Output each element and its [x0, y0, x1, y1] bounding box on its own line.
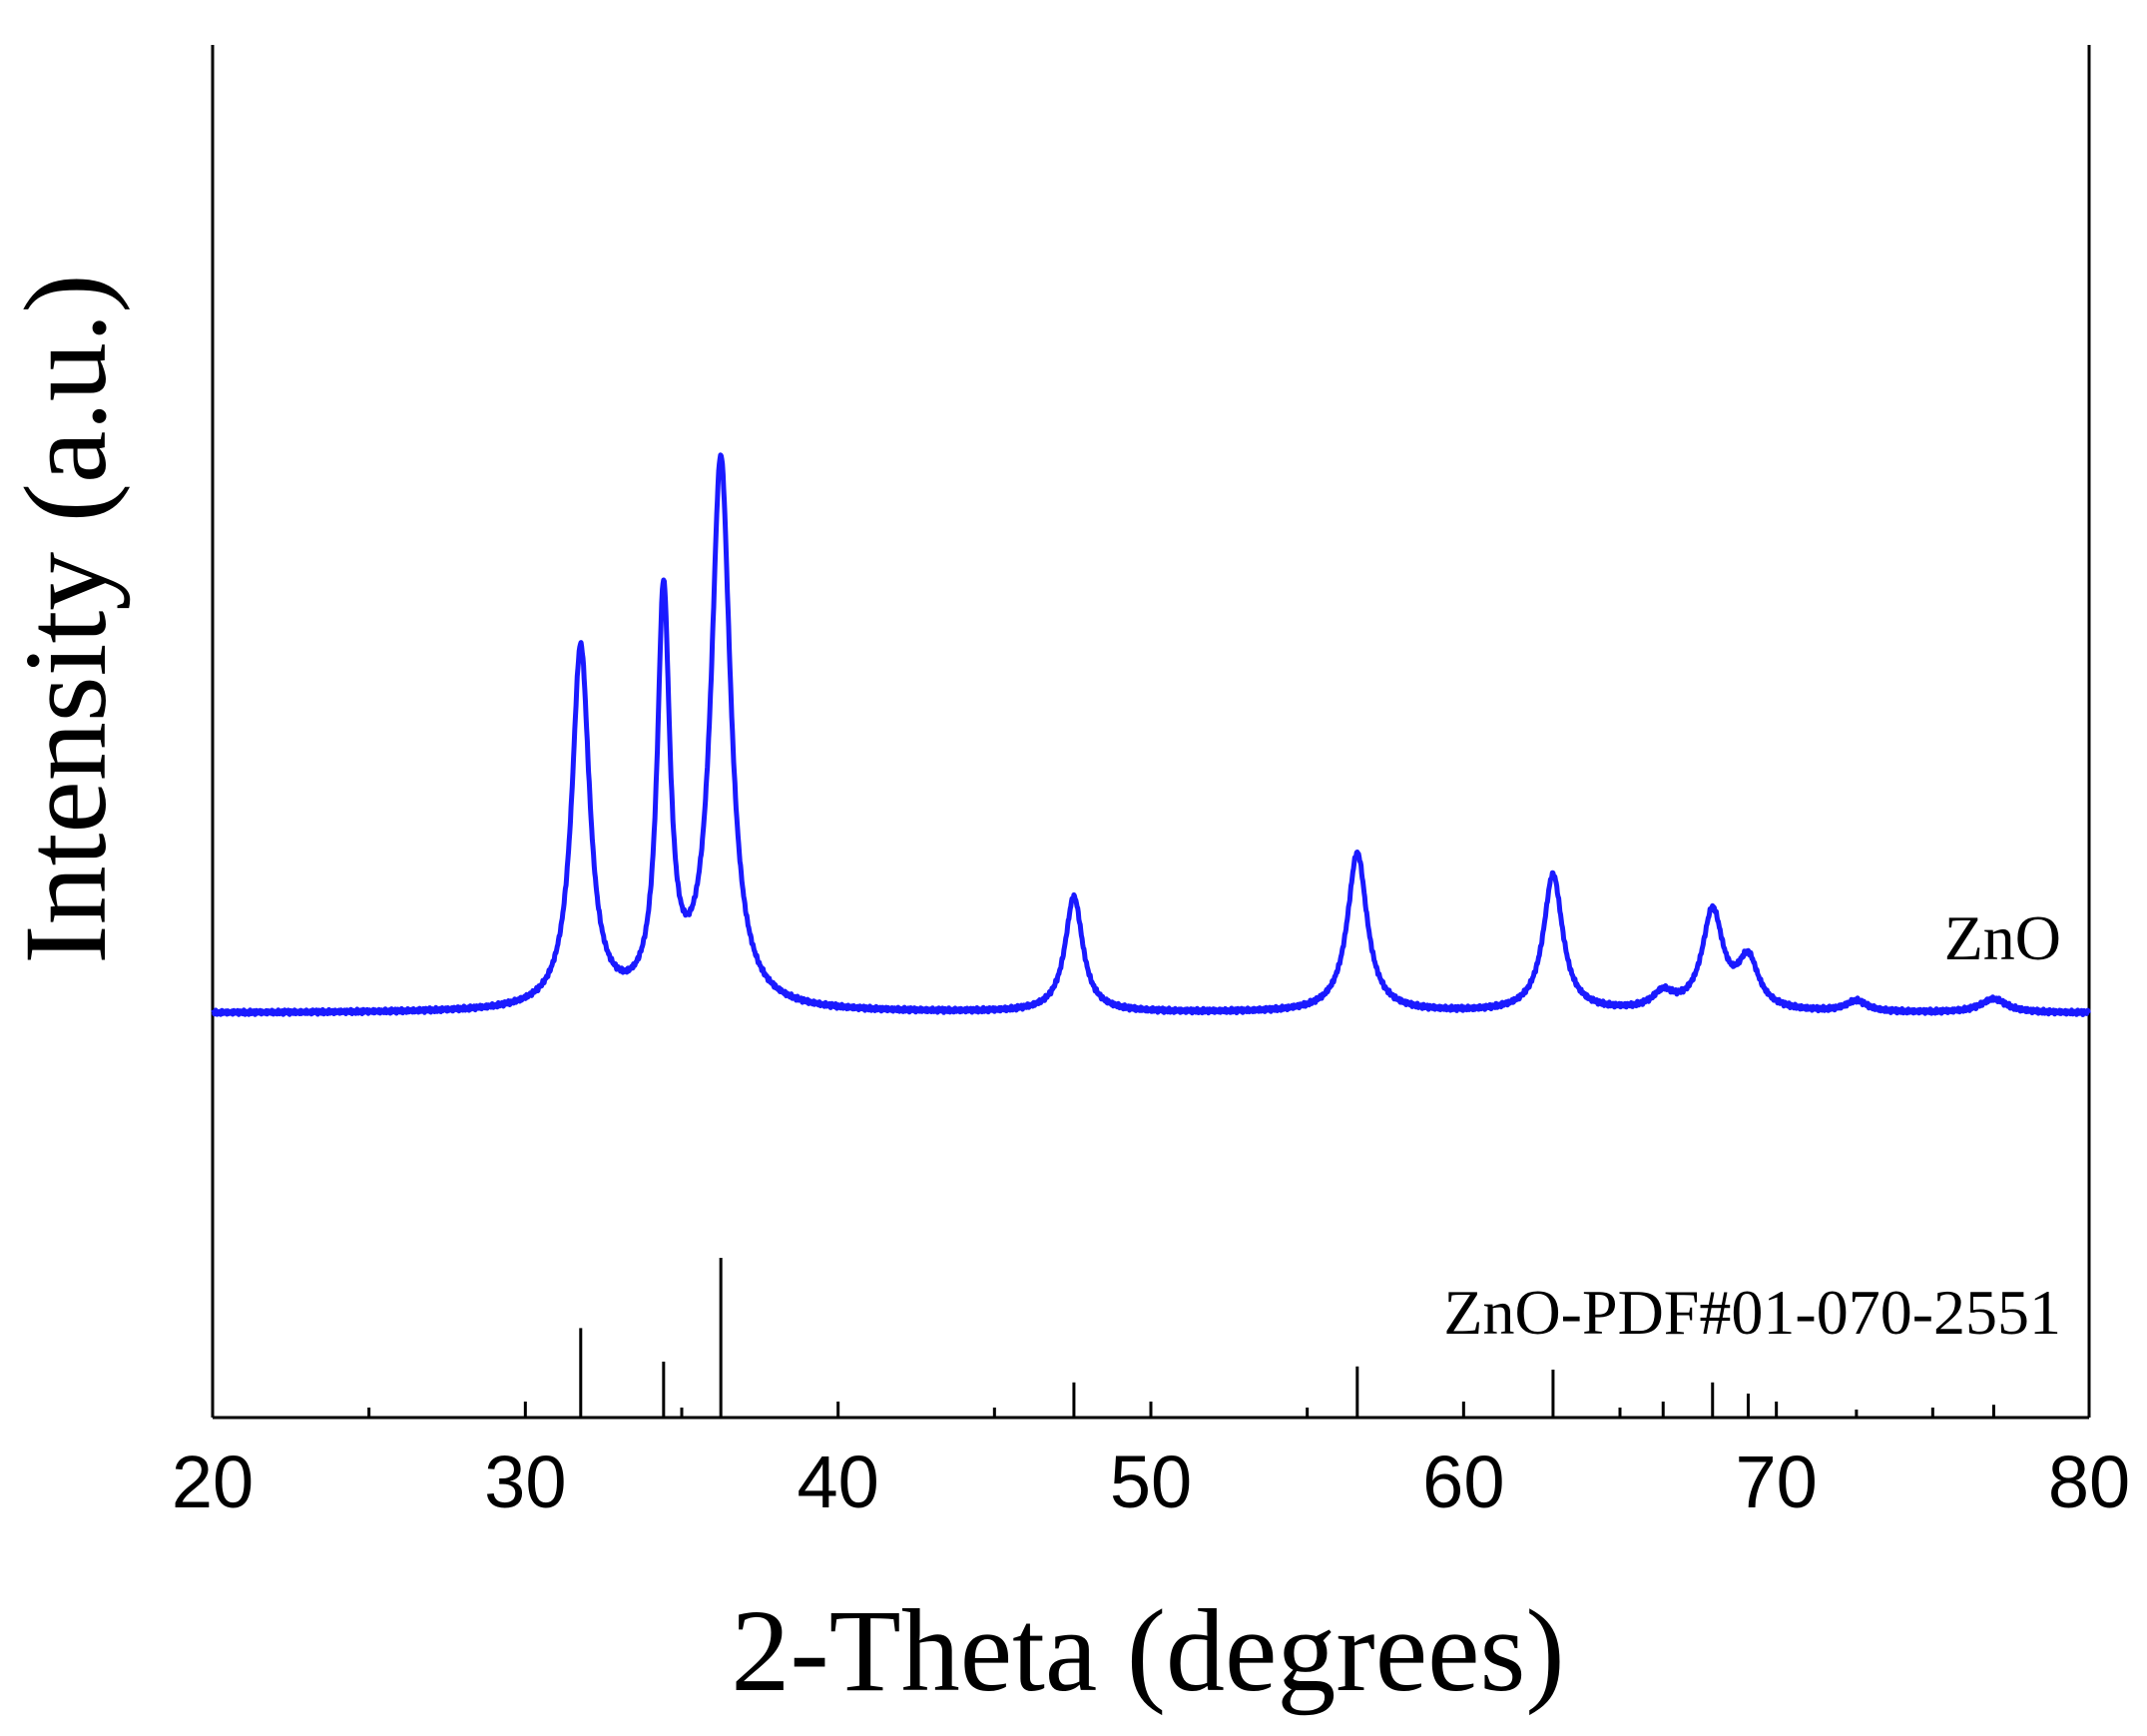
series-label-zno: ZnO	[1944, 902, 2061, 973]
plot-area: 20 30 40 50 60 70 80	[172, 45, 2130, 1523]
series-line-zno	[211, 452, 2091, 1017]
x-tick-label: 20	[172, 1441, 254, 1523]
x-tick-label: 30	[484, 1441, 566, 1523]
x-tick-label: 40	[798, 1441, 879, 1523]
x-tick-label: 80	[2048, 1441, 2130, 1523]
y-axis-title: Intensity (a.u.)	[0, 274, 131, 963]
x-tick-label: 60	[1422, 1441, 1504, 1523]
x-axis-title: 2-Theta (degrees)	[731, 1585, 1564, 1716]
x-tick-label: 70	[1736, 1441, 1818, 1523]
x-tick-label: 50	[1110, 1441, 1192, 1523]
reference-label: ZnO-PDF#01-070-2551	[1443, 1277, 2061, 1348]
